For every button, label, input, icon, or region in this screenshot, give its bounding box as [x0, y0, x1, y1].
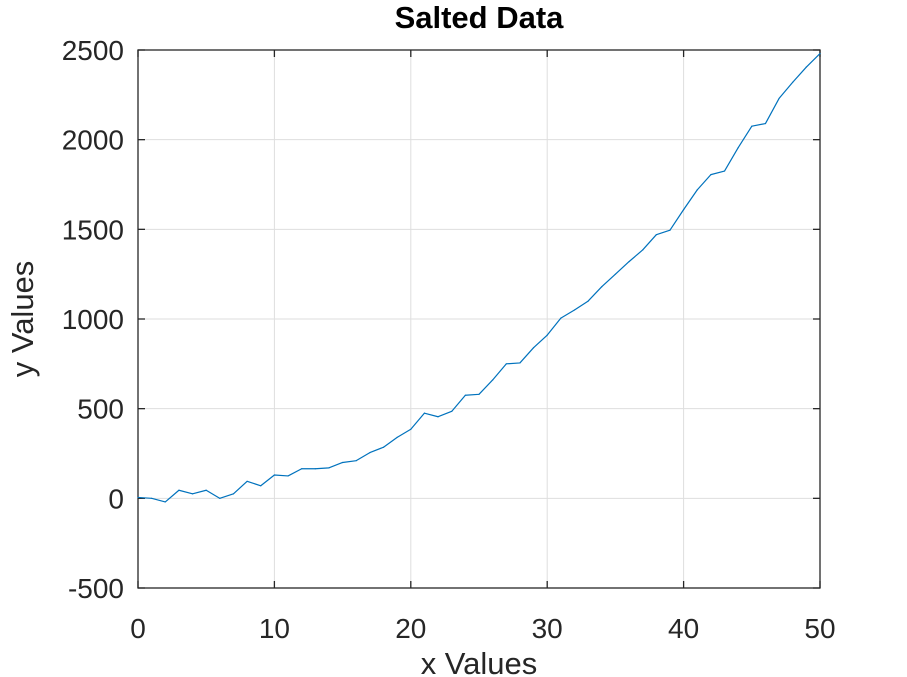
data-point [164, 501, 166, 503]
data-point [464, 394, 466, 396]
data-point [819, 52, 821, 55]
data-point [778, 97, 780, 100]
data-point [532, 347, 535, 349]
data-point [764, 122, 767, 125]
data-point [601, 286, 603, 288]
data-point [396, 436, 398, 438]
data-point [246, 480, 248, 482]
y-axis-label: y Values [5, 261, 40, 378]
data-point [301, 468, 303, 470]
data-point [723, 170, 726, 172]
data-point [314, 468, 316, 470]
data-point [587, 300, 589, 302]
data-point [273, 474, 275, 476]
data-point [382, 446, 385, 448]
data-point [573, 309, 576, 311]
grid-lines [137, 49, 821, 589]
data-point [492, 379, 494, 381]
series-group [137, 52, 821, 503]
data-point [342, 461, 344, 464]
data-point [751, 125, 753, 127]
data-point [260, 485, 262, 487]
data-point [437, 416, 439, 418]
data-point [478, 393, 480, 395]
data-point [451, 410, 453, 412]
data-point [560, 317, 562, 319]
data-point [792, 81, 794, 83]
data-point [710, 174, 712, 176]
data-point [628, 261, 630, 263]
data-point [191, 493, 194, 495]
data-point [423, 412, 426, 414]
data-point [669, 229, 671, 231]
y-tick-label: -500 [68, 573, 124, 604]
series-line [137, 53, 821, 503]
x-axis-label: x Values [421, 646, 538, 677]
data-point [205, 489, 207, 491]
data-point [151, 497, 153, 499]
data-point [410, 428, 412, 430]
data-point [369, 452, 371, 454]
y-tick-label: 500 [77, 394, 124, 425]
y-tick-label: 1000 [62, 304, 124, 335]
y-tick-label: 2500 [62, 35, 124, 66]
x-tick-label: 40 [668, 613, 699, 644]
data-point [328, 467, 330, 469]
data-point [232, 493, 235, 495]
data-point [519, 362, 521, 364]
chart-title: Salted Data [395, 0, 565, 35]
data-point [219, 497, 221, 499]
x-tick-label: 30 [532, 613, 563, 644]
data-point [655, 234, 657, 236]
x-tick-label: 0 [130, 613, 146, 644]
data-point [642, 249, 644, 251]
data-point [805, 66, 807, 68]
x-tick-label: 10 [259, 613, 290, 644]
data-point [287, 475, 289, 477]
data-point [178, 489, 180, 491]
y-tick-label: 1500 [62, 214, 124, 245]
data-point [683, 209, 685, 211]
x-tick-label: 20 [395, 613, 426, 644]
y-tick-label: 0 [108, 483, 124, 514]
data-point [546, 334, 548, 336]
data-point [137, 496, 139, 499]
data-point [355, 460, 357, 462]
data-point [737, 147, 739, 149]
data-point [505, 363, 507, 365]
y-tick-label: 2000 [62, 125, 124, 156]
data-point [614, 273, 617, 275]
data-point [696, 189, 698, 191]
x-tick-label: 50 [804, 613, 835, 644]
